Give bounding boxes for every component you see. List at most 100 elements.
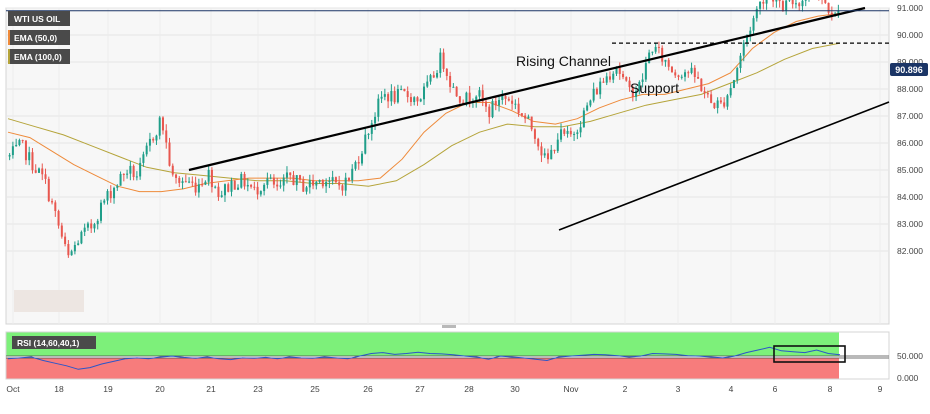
candle-body <box>569 130 572 135</box>
candle-body <box>201 184 204 186</box>
rsi-pane-frame[interactable] <box>5 331 890 380</box>
candle-body <box>302 179 305 192</box>
candle-body <box>155 135 158 141</box>
candle-body <box>263 184 266 192</box>
x-tick-label: 6 <box>773 384 778 394</box>
candle-body <box>442 52 445 69</box>
candle-body <box>338 182 341 186</box>
candle-body <box>670 66 673 73</box>
candle-body <box>403 88 406 92</box>
candle-body <box>546 153 549 160</box>
legend-ema50-box[interactable] <box>8 30 70 45</box>
candle-body <box>824 0 827 3</box>
candle-body <box>635 90 638 97</box>
candle-body <box>210 169 213 188</box>
candle-body <box>693 67 696 77</box>
candle-body <box>794 3 797 5</box>
candle-body <box>374 116 377 124</box>
candle-body <box>380 96 383 99</box>
candle-body <box>103 200 106 203</box>
time-axis: Oct 18 19 20 21 23 25 26 27 28 30 Nov 2 3 4 6 8 9 <box>6 384 882 394</box>
candle-body <box>243 173 246 187</box>
candle-body <box>197 184 200 193</box>
y-tick-label: 84.000 <box>897 192 923 202</box>
candle-body <box>318 180 321 182</box>
x-tick-label: 4 <box>729 384 734 394</box>
candle-body <box>429 75 432 82</box>
rsi-line <box>7 346 841 370</box>
rsi-label-box[interactable] <box>12 336 96 349</box>
y-tick-label: 90.000 <box>897 30 923 40</box>
rsi-tick-0: 0.000 <box>897 373 919 383</box>
candle-body <box>762 1 765 4</box>
ema100-layer <box>7 42 841 187</box>
channel-lower-line[interactable] <box>558 101 890 231</box>
candle-body <box>383 94 386 97</box>
candle-body <box>44 174 47 179</box>
candle-body <box>710 94 713 103</box>
candle-body <box>690 67 693 73</box>
y-tick-label: 82.000 <box>897 246 923 256</box>
candle-body <box>830 12 833 15</box>
candle-body <box>595 88 598 95</box>
legend-ema100-box[interactable] <box>8 49 70 64</box>
candle-body <box>126 173 129 175</box>
candle-body <box>64 236 67 245</box>
candle-body <box>289 172 292 176</box>
candle-body <box>550 149 553 160</box>
candle-body <box>194 182 197 193</box>
candle-body <box>168 142 171 166</box>
candle-body <box>308 180 311 188</box>
candle-body <box>214 186 217 188</box>
candle-body <box>96 220 99 225</box>
candle-body <box>341 185 344 191</box>
candle-body <box>651 51 654 53</box>
candle-body <box>781 1 784 12</box>
candle-body <box>122 173 125 175</box>
candle-body <box>377 98 380 117</box>
candle-body <box>106 191 109 201</box>
candle-body <box>484 101 488 107</box>
candle-body <box>537 138 540 147</box>
candle-body <box>113 187 116 199</box>
legend-ema100-swatch <box>8 49 10 64</box>
candle-body <box>135 176 138 178</box>
candle-body <box>563 129 566 134</box>
legend-ema50-swatch <box>8 30 10 45</box>
candle-body <box>24 140 27 161</box>
price-pane[interactable] <box>5 7 890 325</box>
legend: WTI US OIL EMA (50,0) EMA (100,0) <box>8 11 70 64</box>
candle-body <box>18 140 21 145</box>
candle-body <box>667 59 670 67</box>
candle-body <box>230 180 233 192</box>
candle-body <box>644 63 647 80</box>
legend-symbol-text: WTI US OIL <box>14 14 60 24</box>
x-tick-label: 25 <box>310 384 320 394</box>
candle-body <box>347 177 350 181</box>
candle-body <box>116 185 119 188</box>
candle-body <box>409 97 412 103</box>
pane-resize-handle[interactable] <box>442 325 456 328</box>
candle-body <box>139 162 142 177</box>
candle-body <box>8 155 11 157</box>
candle-body <box>132 165 135 177</box>
candle-body <box>334 177 337 183</box>
candle-body <box>654 46 657 52</box>
candle-body <box>285 172 288 178</box>
candle-body <box>406 91 409 98</box>
y-tick-label: 86.000 <box>897 138 923 148</box>
channel-upper-line[interactable] <box>188 6 866 172</box>
x-tick-label: Nov <box>563 384 579 394</box>
candle-body <box>765 0 768 4</box>
candle-body <box>364 134 367 154</box>
candle-body <box>742 42 745 56</box>
candle-body <box>772 0 775 2</box>
candle-body <box>543 153 546 156</box>
candle-body <box>250 184 253 187</box>
candle-body <box>272 177 275 185</box>
legend-symbol-box[interactable] <box>8 11 70 26</box>
candle-body <box>778 0 781 2</box>
candle-body <box>220 195 223 197</box>
candle-body <box>661 47 664 62</box>
candle-body <box>315 181 318 186</box>
